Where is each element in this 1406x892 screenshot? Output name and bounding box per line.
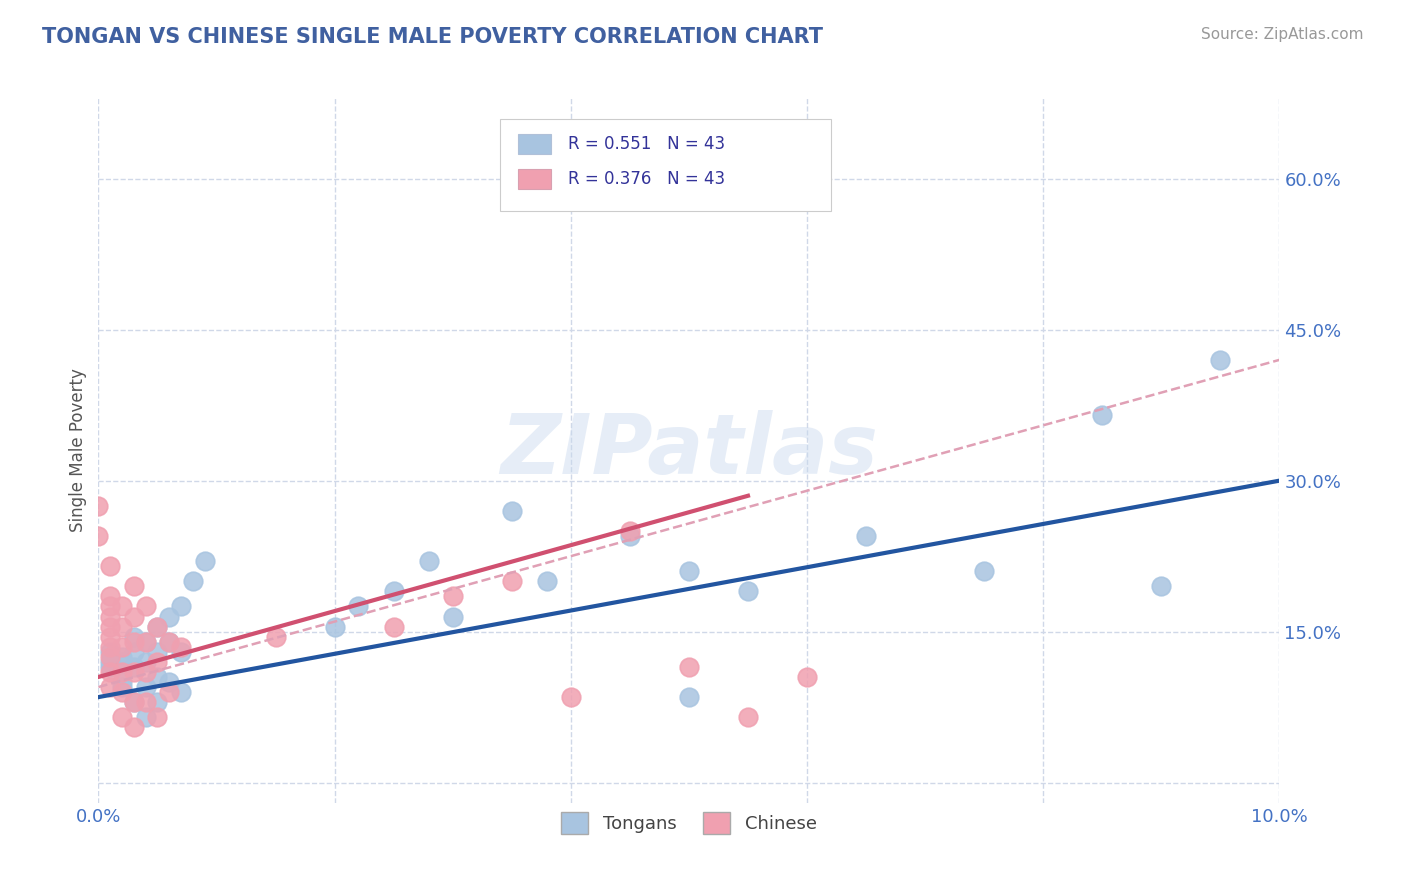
Point [122, 609, 145, 624]
Point [382, 620, 405, 634]
Y-axis label: Single Male Poverty: Single Male Poverty [69, 368, 87, 533]
Point [146, 620, 169, 634]
Point [157, 634, 180, 648]
Point [98, 655, 121, 669]
Point [737, 584, 759, 599]
Point [157, 675, 180, 690]
Point [619, 524, 641, 538]
Point [347, 599, 370, 614]
Point [146, 620, 169, 634]
Point [157, 634, 180, 648]
Point [619, 529, 641, 543]
Point [146, 710, 169, 724]
Point [678, 660, 700, 674]
Point [122, 579, 145, 593]
Point [135, 695, 157, 709]
Legend: Tongans, Chinese: Tongans, Chinese [553, 803, 825, 843]
Point [122, 695, 145, 709]
Point [122, 630, 145, 644]
Point [560, 690, 582, 705]
Point [536, 574, 558, 589]
Point [111, 649, 134, 664]
Point [135, 680, 157, 694]
Point [678, 564, 700, 578]
Point [170, 685, 193, 699]
Point [122, 665, 145, 679]
Point [146, 670, 169, 684]
Point [98, 599, 121, 614]
Point [146, 655, 169, 669]
Point [170, 599, 193, 614]
Point [973, 564, 995, 578]
Point [441, 609, 464, 624]
Point [135, 634, 157, 648]
Text: Source: ZipAtlas.com: Source: ZipAtlas.com [1201, 27, 1364, 42]
Point [122, 645, 145, 659]
Point [122, 634, 145, 648]
Point [122, 660, 145, 674]
Point [146, 695, 169, 709]
Point [135, 634, 157, 648]
FancyBboxPatch shape [501, 120, 831, 211]
Point [87, 529, 110, 543]
Point [98, 590, 121, 604]
Point [111, 599, 134, 614]
Point [122, 720, 145, 734]
Point [135, 655, 157, 669]
Text: R = 0.376   N = 43: R = 0.376 N = 43 [568, 170, 725, 188]
Point [501, 504, 523, 518]
Point [441, 590, 464, 604]
Point [264, 630, 287, 644]
Point [98, 609, 121, 624]
Point [87, 499, 110, 513]
Point [323, 620, 346, 634]
Text: TONGAN VS CHINESE SINGLE MALE POVERTY CORRELATION CHART: TONGAN VS CHINESE SINGLE MALE POVERTY CO… [42, 27, 823, 46]
Point [135, 599, 157, 614]
Point [1150, 579, 1173, 593]
Point [111, 680, 134, 694]
Point [382, 584, 405, 599]
Point [135, 665, 157, 679]
Point [146, 645, 169, 659]
Point [98, 645, 121, 659]
Point [98, 660, 121, 674]
Point [111, 620, 134, 634]
Point [855, 529, 877, 543]
Point [111, 675, 134, 690]
FancyBboxPatch shape [517, 169, 551, 189]
Text: ZIPatlas: ZIPatlas [501, 410, 877, 491]
Point [111, 655, 134, 669]
Point [98, 640, 121, 654]
Point [737, 710, 759, 724]
FancyBboxPatch shape [517, 134, 551, 153]
Point [111, 710, 134, 724]
Point [98, 680, 121, 694]
Point [111, 665, 134, 679]
Point [122, 695, 145, 709]
Point [418, 554, 440, 568]
Point [111, 685, 134, 699]
Point [98, 559, 121, 574]
Point [157, 685, 180, 699]
Point [1091, 409, 1114, 423]
Point [796, 670, 818, 684]
Point [135, 710, 157, 724]
Text: R = 0.551   N = 43: R = 0.551 N = 43 [568, 135, 725, 153]
Point [98, 665, 121, 679]
Point [98, 620, 121, 634]
Point [678, 690, 700, 705]
Point [111, 640, 134, 654]
Point [501, 574, 523, 589]
Point [98, 630, 121, 644]
Point [170, 645, 193, 659]
Point [194, 554, 217, 568]
Point [157, 609, 180, 624]
Point [170, 640, 193, 654]
Point [1209, 352, 1232, 367]
Point [98, 649, 121, 664]
Point [181, 574, 204, 589]
